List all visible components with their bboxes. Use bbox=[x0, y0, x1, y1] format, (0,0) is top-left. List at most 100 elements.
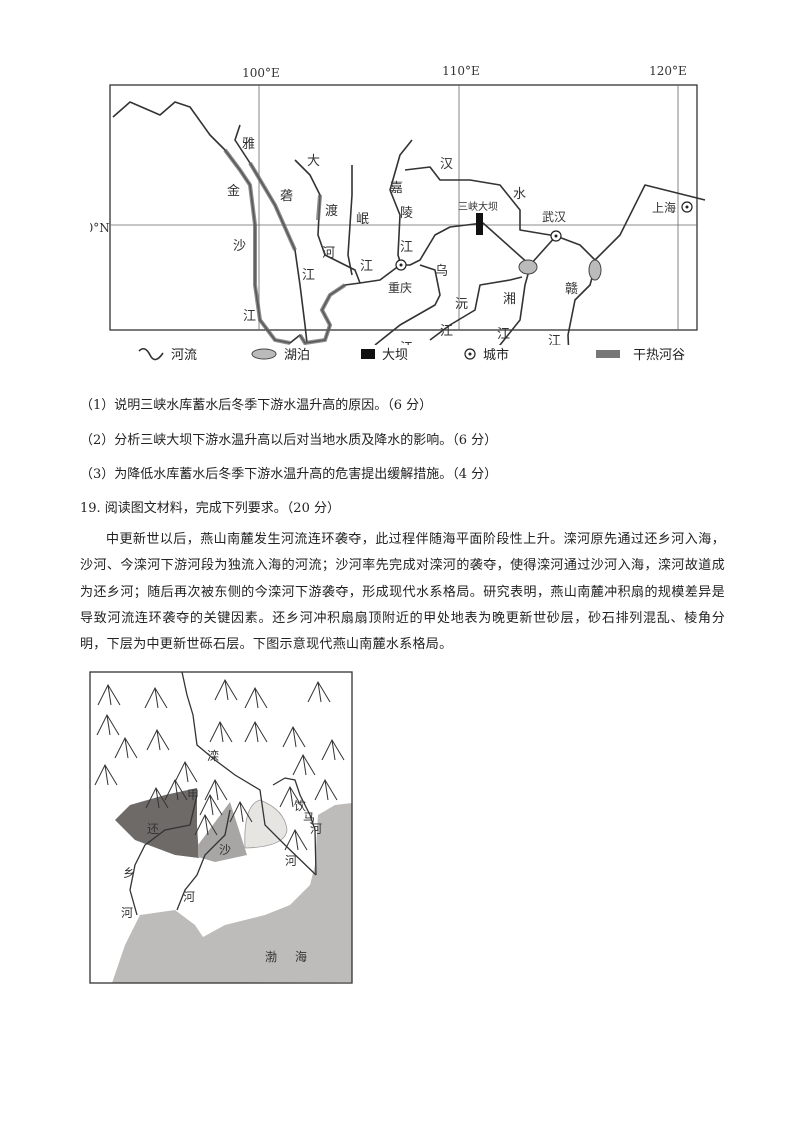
legend-river: 河流 bbox=[137, 344, 197, 363]
question-18-3: （3）为降低水库蓄水后冬季下游水温升高的危害提出缓解措施。（4 分） bbox=[80, 467, 498, 482]
mountain-icon bbox=[292, 753, 316, 776]
svg-text:海: 海 bbox=[295, 949, 307, 964]
dongting-lake-icon bbox=[518, 259, 538, 275]
legend-lake: 湖泊 bbox=[250, 344, 310, 363]
city-label: 上海 bbox=[652, 200, 676, 215]
mountain-icon bbox=[199, 793, 223, 816]
mountain-icon bbox=[307, 680, 331, 703]
map-frame bbox=[109, 84, 698, 331]
yanshan-river-map: 滦 甲 还 乡 河 沙 河 饮 马 河 河 渤 海 bbox=[89, 671, 353, 984]
svg-text:湘: 湘 bbox=[503, 292, 516, 307]
yinma-river bbox=[272, 777, 317, 876]
lat-label: 30°N bbox=[90, 221, 110, 235]
mountain-icon bbox=[145, 786, 169, 809]
city-label: 重庆 bbox=[388, 281, 412, 295]
mountain-icon bbox=[174, 760, 198, 783]
lon-label: 110°E bbox=[442, 64, 480, 78]
sha-alluvial-fan bbox=[198, 802, 247, 862]
map-frame bbox=[89, 671, 353, 984]
svg-text:金: 金 bbox=[227, 183, 240, 199]
river-labels: 金 沙 江 雅 砻 江 大 渡 河 岷 江 嘉 陵 江 汉 水 乌 江 沅 江 … bbox=[227, 137, 578, 345]
svg-text:汉: 汉 bbox=[440, 157, 453, 172]
svg-text:江: 江 bbox=[497, 327, 510, 342]
svg-text:甲: 甲 bbox=[187, 788, 199, 802]
svg-text:水: 水 bbox=[513, 187, 526, 202]
svg-text:河: 河 bbox=[310, 822, 322, 836]
svg-text:沙: 沙 bbox=[219, 843, 231, 857]
han-river bbox=[404, 166, 557, 237]
mountain-icon bbox=[204, 778, 228, 801]
dam-icon bbox=[361, 348, 375, 359]
svg-text:陵: 陵 bbox=[400, 206, 413, 221]
question-18-1: （1）说明三峡水库蓄水后冬季下游水温升高的原因。（6 分） bbox=[80, 398, 433, 413]
svg-text:饮: 饮 bbox=[294, 799, 306, 813]
legend-dry-hot-valley: 干热河谷 bbox=[595, 344, 685, 363]
svg-text:砻: 砻 bbox=[280, 189, 293, 204]
lon-label: 100°E bbox=[242, 66, 280, 80]
min-river bbox=[347, 165, 353, 276]
huanxiang-alluvial-fan bbox=[115, 788, 199, 858]
mountain-icon bbox=[244, 686, 268, 709]
river-line-icon bbox=[138, 347, 164, 360]
svg-text:江: 江 bbox=[360, 259, 373, 274]
svg-text:河: 河 bbox=[285, 854, 297, 868]
dry-hot-valley-icon bbox=[596, 349, 620, 358]
sha-river bbox=[176, 809, 231, 911]
svg-text:江: 江 bbox=[302, 268, 315, 283]
svg-text:江: 江 bbox=[243, 309, 256, 324]
svg-text:渤: 渤 bbox=[265, 950, 277, 964]
mountain-icon bbox=[321, 738, 345, 761]
question-19-material: 中更新世以后，燕山南麓发生河流连环袭夺，此过程伴随海平面阶段性上升。滦河原先通过… bbox=[80, 532, 725, 653]
mountain-icon bbox=[97, 683, 121, 706]
xiang-river bbox=[499, 266, 531, 345]
lon-label: 120°E bbox=[649, 64, 687, 78]
svg-text:滦: 滦 bbox=[207, 748, 219, 763]
yangtze-river bbox=[112, 101, 706, 344]
yuan-river bbox=[429, 276, 523, 341]
dam-label: 三峡大坝 bbox=[458, 200, 498, 213]
huanxiang-river bbox=[129, 794, 198, 916]
bohai-sea bbox=[112, 803, 352, 983]
mountain-icon bbox=[279, 785, 303, 808]
city-label: 武汉 bbox=[542, 210, 566, 224]
yangtze-map: 100°E 110°E 120°E 30°N bbox=[90, 64, 706, 345]
svg-text:嘉: 嘉 bbox=[390, 181, 403, 196]
svg-text:河: 河 bbox=[183, 890, 195, 904]
mountain-icon bbox=[229, 800, 253, 823]
map2-labels: 滦 甲 还 乡 河 沙 河 饮 马 河 河 渤 海 bbox=[121, 748, 322, 964]
mountain-icon bbox=[284, 828, 308, 851]
dadu-river bbox=[294, 159, 361, 284]
svg-text:岷: 岷 bbox=[356, 212, 369, 227]
mountain-icon bbox=[194, 813, 218, 836]
wu-river bbox=[374, 264, 441, 345]
svg-text:渡: 渡 bbox=[325, 203, 338, 219]
mountain-icon bbox=[146, 728, 170, 751]
svg-text:还: 还 bbox=[147, 822, 159, 836]
svg-text:江: 江 bbox=[548, 334, 561, 345]
svg-text:乌: 乌 bbox=[435, 263, 448, 279]
question-19-title: 19. 阅读图文材料，完成下列要求。（20 分） bbox=[80, 501, 340, 516]
poyang-lake-icon bbox=[588, 259, 602, 281]
city-icon bbox=[464, 347, 476, 360]
svg-text:马: 马 bbox=[303, 811, 315, 825]
mountain-icon bbox=[114, 736, 138, 759]
svg-text:江: 江 bbox=[440, 324, 453, 339]
svg-text:河: 河 bbox=[121, 906, 133, 920]
dry-hot-valleys bbox=[223, 148, 347, 345]
mountain-icon bbox=[282, 725, 306, 748]
mountain-icon bbox=[94, 763, 118, 786]
legend-city: 城市 bbox=[463, 344, 509, 363]
mountain-icon bbox=[144, 686, 168, 709]
gan-river bbox=[567, 266, 596, 345]
svg-text:大: 大 bbox=[307, 154, 320, 169]
svg-text:乡: 乡 bbox=[123, 866, 135, 880]
mountain-icons bbox=[94, 678, 345, 851]
legend-dam: 大坝 bbox=[360, 344, 408, 363]
mountain-icon bbox=[314, 778, 338, 801]
svg-text:江: 江 bbox=[400, 341, 413, 345]
mountain-icon bbox=[164, 778, 188, 801]
mountain-icon bbox=[214, 678, 238, 701]
three-gorges-dam-icon bbox=[476, 213, 483, 235]
svg-text:江: 江 bbox=[400, 240, 413, 255]
